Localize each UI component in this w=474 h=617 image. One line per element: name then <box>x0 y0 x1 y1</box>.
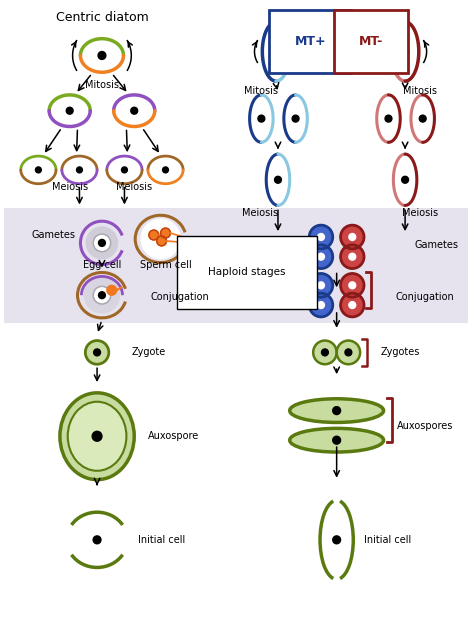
Text: Auxospores: Auxospores <box>397 421 454 431</box>
Circle shape <box>121 167 128 173</box>
Text: Meiosis: Meiosis <box>52 181 88 192</box>
Circle shape <box>76 167 82 173</box>
Text: Auxospore: Auxospore <box>148 431 199 441</box>
Circle shape <box>292 115 299 122</box>
Circle shape <box>36 167 41 173</box>
Ellipse shape <box>378 97 399 140</box>
Ellipse shape <box>290 399 383 423</box>
Text: MT+: MT+ <box>294 35 326 48</box>
Ellipse shape <box>412 97 433 140</box>
Circle shape <box>258 115 265 122</box>
Circle shape <box>401 176 409 183</box>
Ellipse shape <box>51 96 89 125</box>
Circle shape <box>93 286 111 304</box>
Text: Mitosis: Mitosis <box>85 80 119 90</box>
Ellipse shape <box>115 96 153 125</box>
Text: Zygote: Zygote <box>131 347 165 357</box>
Circle shape <box>161 228 171 238</box>
Circle shape <box>309 273 333 297</box>
Ellipse shape <box>149 157 182 183</box>
Circle shape <box>309 293 333 317</box>
Circle shape <box>66 107 73 114</box>
Text: Centric diatom: Centric diatom <box>55 12 148 25</box>
Ellipse shape <box>68 402 127 471</box>
Ellipse shape <box>22 157 55 183</box>
Circle shape <box>86 227 118 259</box>
Circle shape <box>333 536 340 544</box>
Ellipse shape <box>60 393 134 479</box>
Text: Haploid stages: Haploid stages <box>208 268 285 278</box>
Text: Conjugation: Conjugation <box>151 292 210 302</box>
Circle shape <box>419 115 426 122</box>
Circle shape <box>321 349 328 356</box>
Circle shape <box>313 341 337 364</box>
Text: Meiosis: Meiosis <box>242 209 278 218</box>
Circle shape <box>98 51 106 59</box>
Circle shape <box>349 233 356 241</box>
Text: Sperm cell: Sperm cell <box>140 260 191 270</box>
Circle shape <box>309 225 333 249</box>
Text: Gametes: Gametes <box>32 230 75 240</box>
Ellipse shape <box>290 428 383 452</box>
Ellipse shape <box>285 97 306 140</box>
Circle shape <box>318 282 324 289</box>
Circle shape <box>401 48 409 56</box>
Circle shape <box>340 273 364 297</box>
Circle shape <box>349 302 356 308</box>
Circle shape <box>163 167 168 173</box>
Ellipse shape <box>63 157 96 183</box>
Circle shape <box>274 176 282 183</box>
Text: Zygotes: Zygotes <box>381 347 420 357</box>
Circle shape <box>93 536 101 544</box>
Circle shape <box>99 239 105 246</box>
Circle shape <box>345 349 352 356</box>
Circle shape <box>99 292 105 299</box>
Circle shape <box>333 436 340 444</box>
Circle shape <box>318 302 324 308</box>
Circle shape <box>94 349 100 356</box>
Circle shape <box>84 278 119 313</box>
Circle shape <box>340 225 364 249</box>
Ellipse shape <box>82 40 122 71</box>
Circle shape <box>385 115 392 122</box>
Circle shape <box>149 230 159 240</box>
Text: Mitosis: Mitosis <box>403 86 437 96</box>
Circle shape <box>349 253 356 260</box>
Circle shape <box>337 341 360 364</box>
Circle shape <box>318 253 324 260</box>
Circle shape <box>309 245 333 268</box>
Ellipse shape <box>394 157 416 203</box>
Text: Initial cell: Initial cell <box>364 535 411 545</box>
Circle shape <box>318 233 324 241</box>
Ellipse shape <box>264 25 288 78</box>
Ellipse shape <box>108 157 141 183</box>
Circle shape <box>349 282 356 289</box>
Circle shape <box>141 219 180 259</box>
Circle shape <box>340 245 364 268</box>
Text: Conjugation: Conjugation <box>395 292 454 302</box>
Circle shape <box>157 236 166 246</box>
Text: Meiosis: Meiosis <box>116 181 152 192</box>
Circle shape <box>333 407 340 415</box>
Text: Initial cell: Initial cell <box>138 535 185 545</box>
Circle shape <box>131 107 137 114</box>
Ellipse shape <box>251 97 272 140</box>
Circle shape <box>85 341 109 364</box>
Text: Meiosis: Meiosis <box>401 209 438 218</box>
Ellipse shape <box>267 157 289 203</box>
Text: MT-: MT- <box>359 35 383 48</box>
Circle shape <box>340 293 364 317</box>
Circle shape <box>272 48 280 56</box>
Circle shape <box>107 285 117 295</box>
Text: Gametes: Gametes <box>415 240 459 250</box>
Text: Egg cell: Egg cell <box>83 260 121 270</box>
Text: Mitosis: Mitosis <box>245 86 278 96</box>
Text: Pennate diatom: Pennate diatom <box>297 12 396 25</box>
Bar <box>4 209 468 323</box>
Circle shape <box>92 431 102 441</box>
Ellipse shape <box>393 25 418 78</box>
Circle shape <box>93 234 111 252</box>
